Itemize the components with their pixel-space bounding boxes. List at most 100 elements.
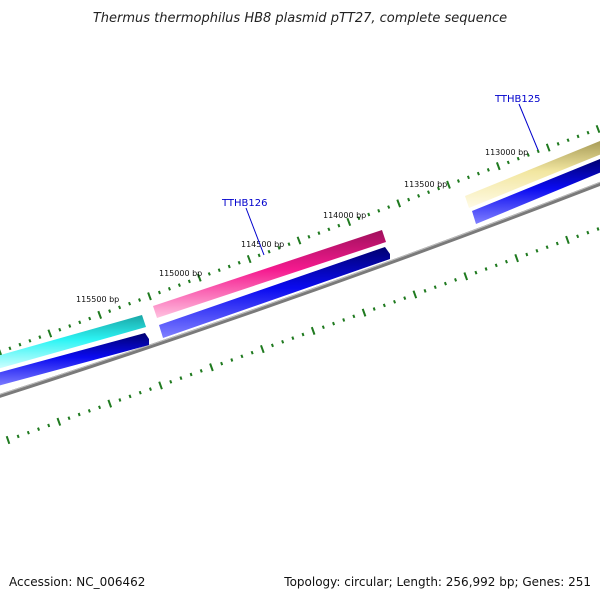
outer-tick [327, 227, 331, 232]
outer-tick [118, 305, 122, 310]
inner-tick [454, 278, 458, 282]
inner-tick [199, 369, 203, 373]
cds-bar-1[interactable] [0, 333, 149, 387]
inner-tick [321, 325, 325, 330]
plasmid-backbone-highlight [0, 181, 600, 395]
inner-tick [5, 435, 11, 445]
outer-tick [147, 292, 152, 301]
outer-tick [217, 268, 221, 273]
outer-tick [466, 175, 470, 180]
inner-tick [525, 252, 529, 257]
outer-tick [97, 310, 103, 319]
outer-tick [486, 168, 490, 172]
inner-tick [596, 227, 600, 231]
outer-tick [437, 186, 441, 191]
inner-tick [301, 332, 305, 337]
inner-tick [230, 358, 234, 362]
gene-label-tthb125[interactable]: TTHB125 [494, 94, 541, 105]
inner-tick [576, 234, 580, 239]
inner-tick [281, 339, 285, 344]
outer-tick [267, 249, 271, 254]
outer-tick [246, 254, 252, 264]
cds-bar-2[interactable] [159, 247, 390, 338]
tick-label-113000: 113000 bp [485, 148, 528, 157]
tick-label-115500: 115500 bp [76, 295, 119, 304]
inner-tick [118, 398, 122, 402]
inner-tick [158, 381, 163, 390]
outer-tick [526, 153, 530, 157]
outer-tick [8, 346, 12, 351]
outer-tick [157, 290, 161, 295]
outer-tick [337, 223, 341, 228]
inner-tick [372, 307, 376, 311]
outer-tick [407, 197, 411, 202]
outer-tick [586, 130, 590, 135]
outer-tick [196, 273, 202, 282]
outer-tick [47, 329, 53, 338]
outer-tick [257, 253, 261, 258]
inner-tick [423, 288, 427, 293]
inner-tick [138, 390, 142, 395]
inner-tick [107, 399, 113, 408]
gene-label-tthb126[interactable]: TTHB126 [221, 198, 268, 209]
outer-tick [576, 134, 580, 139]
gene-bar-tthb125[interactable] [465, 141, 600, 208]
inner-tick [26, 430, 30, 435]
inner-tick [56, 417, 62, 426]
inner-tick [87, 409, 91, 413]
outer-tick [516, 156, 520, 161]
tick-label-114000: 114000 bp [323, 211, 366, 220]
gene-leader-tthb125 [518, 103, 539, 151]
outer-tick [506, 160, 510, 165]
inner-tick [179, 376, 183, 381]
inner-tick [586, 230, 590, 235]
inner-tick [484, 267, 488, 271]
outer-tick [346, 217, 352, 227]
inner-tick [189, 372, 193, 377]
outer-tick [18, 342, 22, 347]
inner-tick [443, 281, 447, 286]
inner-tick [393, 299, 397, 304]
outer-tick [177, 283, 181, 287]
inner-tick [565, 235, 570, 245]
outer-tick [78, 320, 82, 325]
outer-tick [595, 124, 600, 134]
outer-tick [545, 143, 551, 152]
inner-tick [67, 416, 71, 421]
inner-tick [535, 248, 539, 253]
outer-tick [207, 272, 211, 276]
inner-tick [47, 423, 51, 428]
outer-tick [556, 142, 560, 146]
outer-tick [0, 349, 3, 357]
outer-tick [296, 236, 302, 245]
outer-tick [417, 194, 421, 198]
inner-tick [16, 434, 20, 439]
accession-text: Accession: NC_006462 [9, 575, 146, 589]
outer-tick [38, 335, 42, 339]
outer-tick [187, 279, 191, 284]
outer-tick [108, 309, 112, 313]
outer-tick [88, 316, 92, 321]
outer-tick [138, 298, 142, 302]
outer-tick [476, 171, 480, 176]
cds-bar-3[interactable] [472, 159, 600, 224]
inner-tick [128, 394, 132, 399]
inner-tick [403, 296, 407, 300]
gene-bar-tthb126[interactable] [153, 230, 386, 318]
inner-tick [37, 427, 41, 431]
outer-tick [566, 138, 570, 142]
inner-tick [260, 344, 265, 354]
tick-label-113500: 113500 bp [404, 180, 447, 189]
outer-tick [536, 149, 540, 154]
outer-tick [277, 246, 281, 250]
inner-tick [545, 245, 549, 250]
inner-tick [270, 343, 274, 348]
inner-tick [220, 361, 224, 366]
inner-tick-track [5, 227, 600, 445]
inner-tick [352, 314, 356, 319]
outer-tick [28, 339, 32, 343]
outer-tick [287, 242, 291, 247]
gene-bar-cyan[interactable] [0, 315, 146, 370]
inner-tick [433, 285, 437, 290]
